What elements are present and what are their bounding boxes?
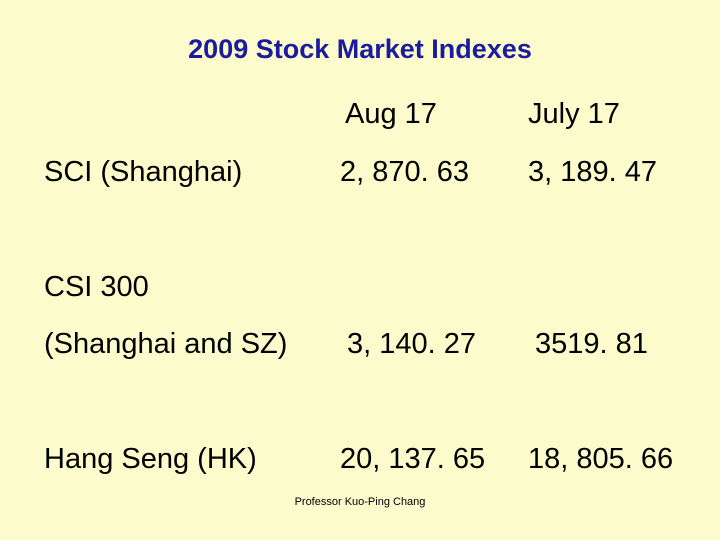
column-header: July 17 bbox=[528, 98, 620, 130]
row-label: CSI 300 bbox=[44, 271, 149, 303]
cell-value: 2, 870. 63 bbox=[340, 156, 469, 188]
column-header: Aug 17 bbox=[345, 98, 437, 130]
row-label: (Shanghai and SZ) bbox=[44, 328, 288, 360]
row-label: SCI (Shanghai) bbox=[44, 156, 243, 188]
cell-value: 18, 805. 66 bbox=[528, 443, 674, 475]
cell-value: 3, 140. 27 bbox=[347, 328, 476, 360]
slide-title: 2009 Stock Market Indexes bbox=[188, 34, 532, 64]
cell-value: 20, 137. 65 bbox=[340, 443, 486, 475]
row-label: Hang Seng (HK) bbox=[44, 443, 257, 475]
cell-value: 3519. 81 bbox=[535, 328, 648, 360]
footer: Professor Kuo-Ping Chang bbox=[294, 496, 426, 508]
cell-value: 3, 189. 47 bbox=[528, 156, 657, 188]
